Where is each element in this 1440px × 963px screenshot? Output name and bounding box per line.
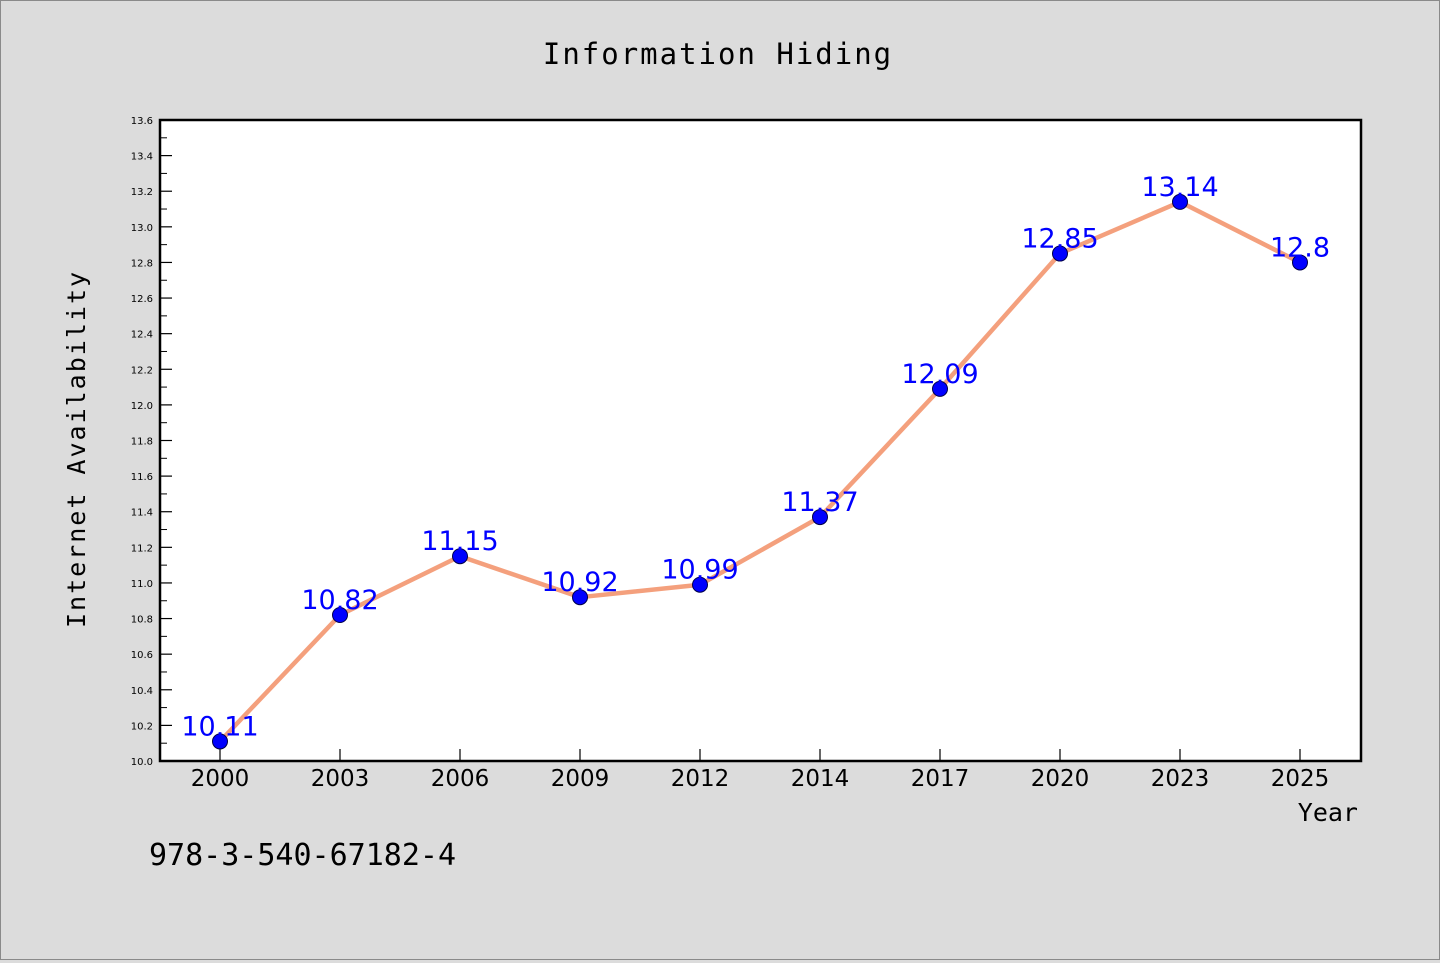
- data-label: 10.82: [301, 585, 378, 616]
- x-tick-label: 2017: [911, 766, 970, 792]
- y-tick-label: 10.4: [131, 686, 153, 697]
- y-tick-label: 12.2: [131, 365, 153, 376]
- series-line: [217, 199, 1303, 744]
- data-point-marker: [452, 548, 468, 565]
- series-markers: [212, 193, 1308, 750]
- x-tick-label: 2003: [311, 766, 370, 792]
- y-tick-label: 11.2: [131, 543, 153, 554]
- y-tick-label: 10.6: [131, 650, 153, 661]
- footer-note: 978-3-540-67182-4: [149, 838, 456, 873]
- data-label: 10.92: [541, 567, 618, 598]
- y-axis-title: Internet Availability: [62, 270, 91, 628]
- y-tick-label: 10.8: [131, 615, 153, 626]
- chart-title: Information Hiding: [543, 37, 893, 71]
- data-point-marker: [572, 589, 588, 606]
- data-point-marker: [332, 606, 348, 623]
- y-axis-ticks: 10.0 10.2 10.4 10.6 10.8 11.0 11.2 11.4 11.6 11.8…: [131, 116, 172, 768]
- x-tick-label: 2009: [551, 766, 610, 792]
- data-point-marker: [812, 509, 828, 526]
- x-tick-label: 2006: [431, 766, 490, 792]
- data-label: 10.11: [181, 711, 258, 742]
- x-tick-label: 2012: [671, 766, 730, 792]
- x-tick-label: 2025: [1271, 766, 1330, 792]
- y-tick-label: 11.6: [131, 472, 153, 483]
- y-tick-label: 12.0: [131, 401, 153, 412]
- data-label: 10.99: [661, 555, 738, 586]
- data-point-marker: [932, 380, 948, 397]
- data-point-marker: [1292, 254, 1308, 271]
- data-label: 12.09: [901, 359, 978, 390]
- y-tick-label: 10.2: [131, 721, 153, 732]
- x-tick-label: 2014: [791, 766, 850, 792]
- series-lines: [217, 199, 1303, 744]
- y-tick-label: 11.8: [131, 437, 153, 448]
- y-tick-label: 13.0: [131, 223, 153, 234]
- data-label: 13.14: [1141, 172, 1218, 203]
- y-tick-label: 11.0: [131, 579, 153, 590]
- y-tick-label: 12.4: [131, 330, 153, 341]
- data-point-marker: [1052, 245, 1068, 262]
- data-point-marker: [212, 733, 228, 750]
- data-label: 12.8: [1270, 232, 1330, 263]
- y-tick-label: 10.0: [131, 757, 153, 768]
- series-data-labels: 10.11 10.82 11.15 10.92 10.99 11.37 12.09 12.85…: [181, 172, 1330, 743]
- y-tick-label: 13.6: [131, 116, 153, 127]
- y-tick-label: 12.8: [131, 258, 153, 269]
- x-tick-label: 2000: [191, 766, 250, 792]
- x-tick-label: 2020: [1031, 766, 1090, 792]
- x-axis-ticks: 2000 2003 2006 2009 2012 2014 2017 2020 2023 2025: [191, 749, 1330, 792]
- y-tick-label: 13.2: [131, 187, 153, 198]
- data-point-marker: [1172, 193, 1188, 210]
- x-axis-title: Year: [1298, 798, 1358, 827]
- y-tick-label: 11.4: [131, 508, 153, 519]
- plot-area: [158, 118, 1363, 763]
- data-label: 12.85: [1021, 224, 1098, 255]
- data-label: 11.15: [421, 526, 498, 557]
- y-tick-label: 12.6: [131, 294, 153, 305]
- y-tick-label: 13.4: [131, 152, 153, 163]
- data-label: 11.37: [781, 487, 858, 518]
- data-point-marker: [692, 576, 708, 593]
- x-tick-label: 2023: [1151, 766, 1210, 792]
